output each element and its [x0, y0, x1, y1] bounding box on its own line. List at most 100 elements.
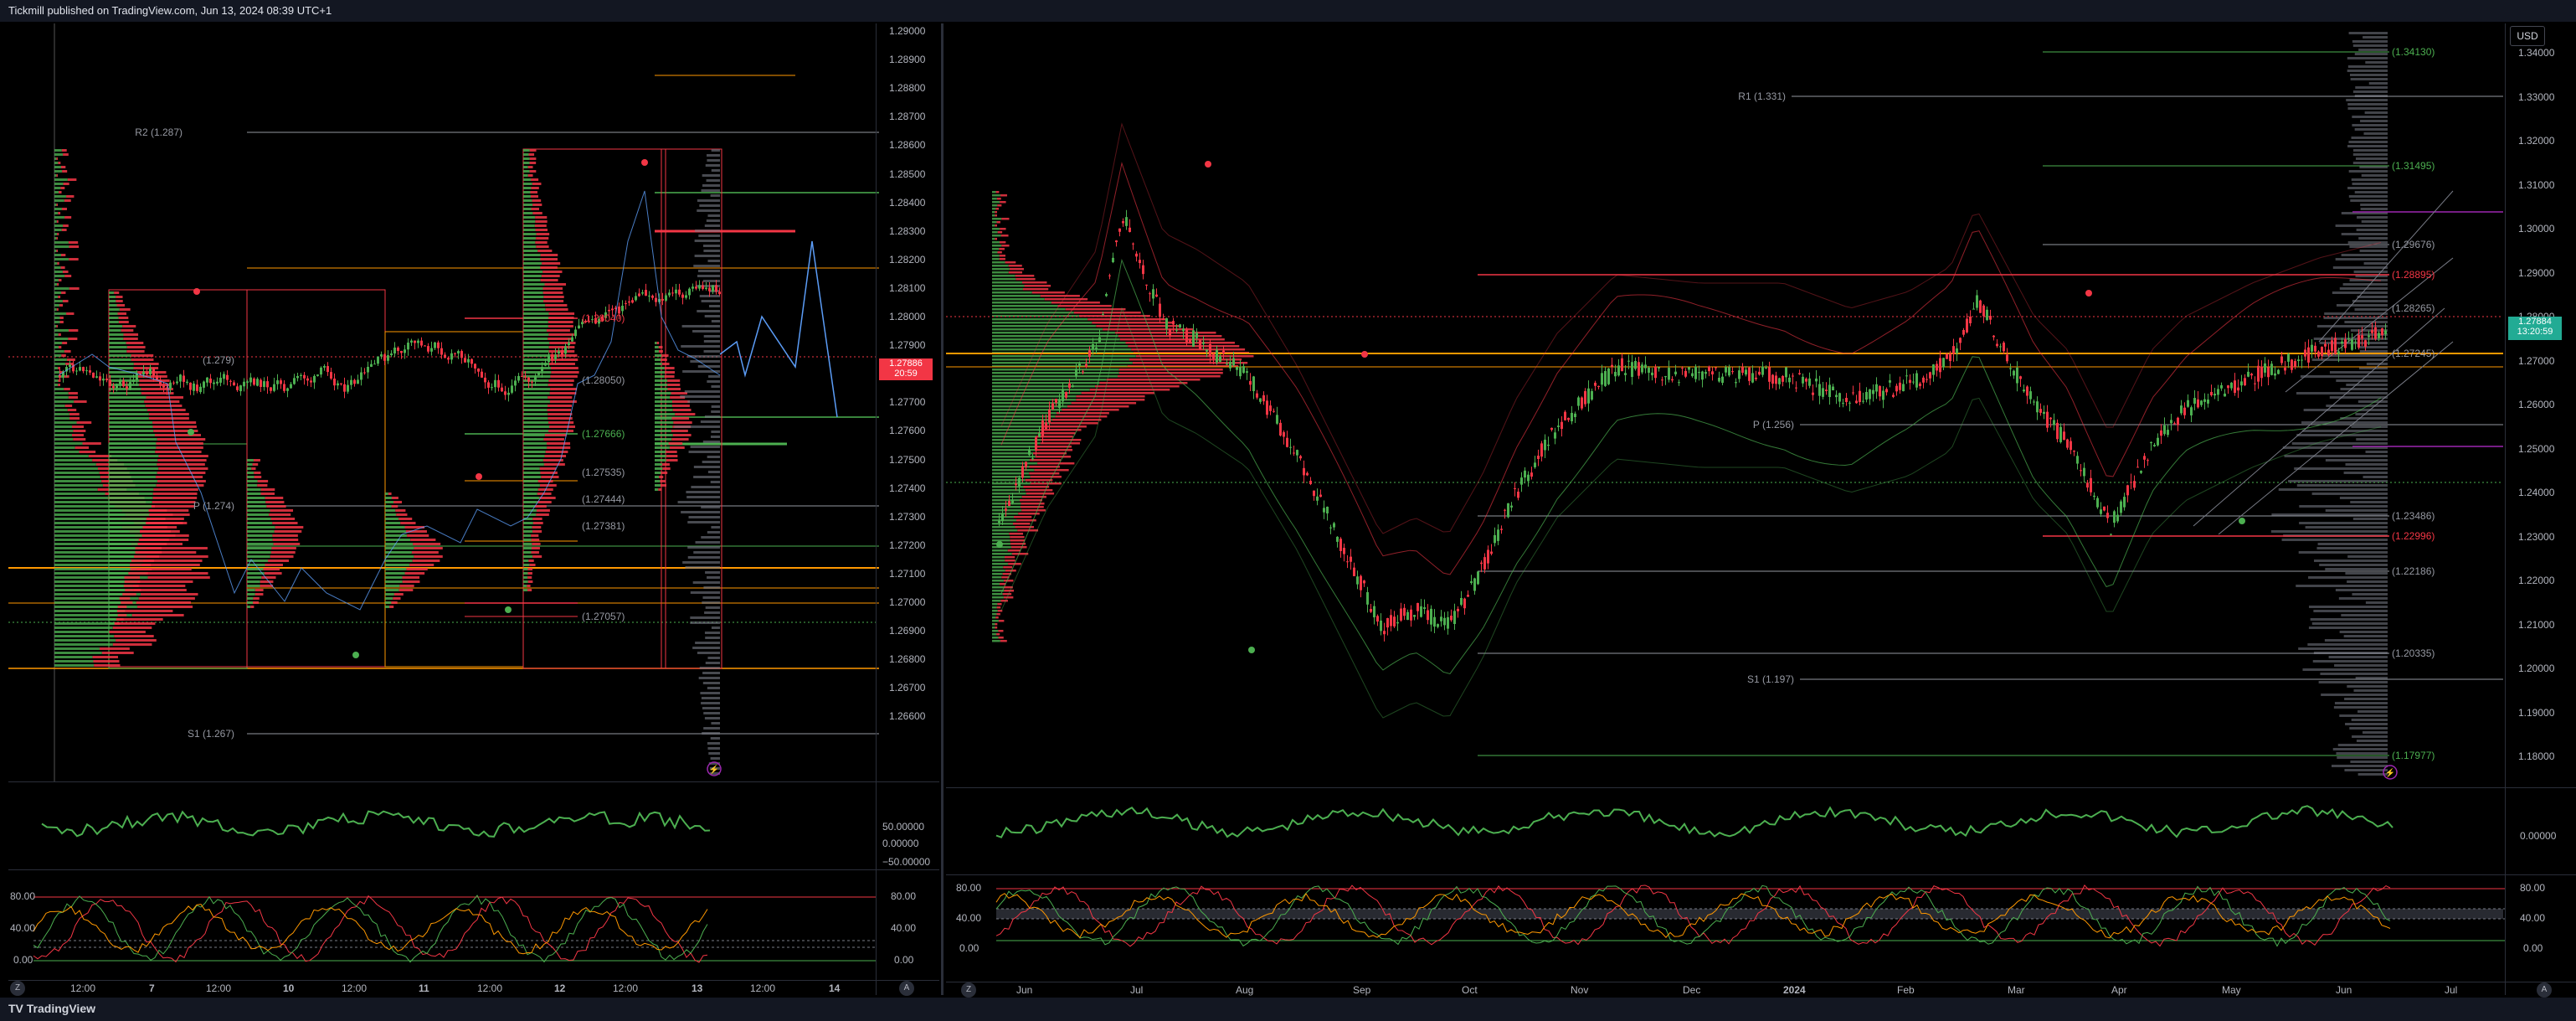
level-label-3: (1.28895): [2392, 269, 2435, 281]
time-tick: 12:00: [206, 982, 232, 994]
level-label-2: (1.27381): [582, 520, 625, 532]
time-tick: Jun: [2336, 984, 2352, 996]
left-osc2-scale-left: 80.00 40.00 0.00: [10, 890, 36, 966]
right-volume-profile-2: [2270, 32, 2388, 776]
price-tick: 1.28700: [889, 111, 926, 123]
pivot-s1-label: S1 (1.267): [188, 728, 234, 740]
right-time-scale[interactable]: Jun Jul Aug Sep Oct Nov Dec 2024 Feb Mar Apr May Jun…: [946, 982, 2505, 998]
time-tick: 12: [554, 982, 566, 994]
price-tick: 1.28600: [889, 139, 926, 152]
right-main-pane[interactable]: R1 (1.331) P (1.256) S1 (1.197) (1.34130…: [946, 23, 2503, 787]
time-tick: 14: [829, 982, 841, 994]
level-label-3: (1.27057): [582, 611, 625, 622]
alert-icon[interactable]: [707, 761, 722, 776]
price-tick: 1.26000: [2518, 399, 2555, 410]
price-tick: 1.28200: [889, 253, 926, 266]
price-tick: 1.29000: [889, 25, 926, 37]
right-osc2-scale-left: 80.00 40.00 0.00: [956, 882, 982, 954]
level-label-6: (1.27535): [582, 467, 625, 478]
osc-tick: 50.00000: [882, 821, 925, 833]
pivot-r2-label: R2 (1.287): [135, 126, 183, 138]
right-oscillator-1[interactable]: [946, 788, 2505, 872]
left-oscillator-2[interactable]: [8, 870, 876, 979]
price-tick: 1.27700: [889, 396, 926, 409]
right-candles: [998, 209, 2387, 642]
right-current-price-tag: 1.27884 13:20:59: [2508, 317, 2562, 340]
price-tick: 1.33000: [2518, 90, 2555, 103]
left-main-pane[interactable]: R2 (1.287) P (1.274) S1 (1.267) (1.279) …: [8, 23, 939, 781]
left-zoom-button[interactable]: Z: [10, 981, 25, 996]
right-zoom-button[interactable]: Z: [961, 982, 976, 998]
pivot-p-label: P (1.256): [1753, 419, 1794, 431]
time-tick: Jul: [1130, 984, 1144, 996]
price-tick: 1.28800: [889, 82, 926, 95]
time-tick: Apr: [2111, 984, 2127, 996]
publisher-title: Tickmill published on TradingView.com, J…: [8, 4, 332, 17]
level-label-4: (1.28265): [2392, 302, 2435, 314]
right-price-scale[interactable]: 1.34000 1.33000 1.32000 1.31000 1.30000 1.290…: [2508, 23, 2575, 787]
left-osc2-scale-right[interactable]: 80.00 40.00 0.00: [891, 890, 917, 966]
level-label-0: (1.34130): [2392, 46, 2435, 58]
left-chart-panel[interactable]: R2 (1.287) P (1.274) S1 (1.267) (1.279) …: [8, 23, 939, 998]
price-tick: 1.22000: [2518, 575, 2555, 586]
time-tick: Sep: [1353, 984, 1371, 996]
time-tick: 12:00: [477, 982, 503, 994]
time-tick: 13: [692, 982, 703, 994]
tv-logo-icon: TV: [8, 1002, 23, 1015]
left-volume-profile: [54, 149, 720, 775]
left-osc1-scale[interactable]: 50.00000 0.00000 −50.00000: [879, 782, 939, 868]
osc-tick: 0.00000: [882, 838, 919, 849]
pivot-r1-label: R1 (1.331): [1738, 90, 1786, 102]
right-osc2-scale-right[interactable]: 80.00 40.00 0.00: [2520, 882, 2546, 954]
price-tick: 1.27300: [889, 510, 926, 523]
price-tick: 1.27600: [889, 425, 926, 437]
time-tick: 2024: [1783, 984, 1806, 996]
level-label-6: (1.23486): [2392, 510, 2435, 522]
level-label-5: (1.27245): [2392, 348, 2435, 359]
right-auto-scale-button[interactable]: A: [2537, 982, 2552, 998]
price-tick: 1.26900: [889, 625, 926, 637]
osc-tick: −50.00000: [882, 856, 931, 868]
price-tick: 1.29000: [2518, 266, 2555, 279]
time-tick: Jun: [1016, 984, 1033, 996]
level-label-7: (1.22996): [2392, 530, 2435, 542]
price-tick: 1.20000: [2518, 663, 2555, 674]
level-label-10: (1.17977): [2392, 750, 2435, 761]
alert-icon[interactable]: [2383, 765, 2398, 780]
price-tick: 1.27200: [889, 539, 926, 551]
price-tick: 1.28500: [889, 168, 926, 180]
time-tick: Nov: [1571, 984, 1589, 996]
price-tick: 1.32000: [2518, 135, 2555, 147]
chart-split-divider[interactable]: [941, 23, 944, 995]
left-oscillator-1[interactable]: [8, 782, 876, 866]
left-price-scale[interactable]: 1.29000 1.28900 1.28800 1.28700 1.28600 1.285…: [879, 23, 939, 781]
left-time-scale[interactable]: 12:00 7 12:00 10 12:00 11 12:00 12 12:00 13 12:00 1…: [8, 981, 876, 998]
time-tick: 12:00: [70, 982, 96, 994]
left-countdown: 20:59: [894, 369, 918, 379]
tradingview-logo[interactable]: TV TradingView: [8, 1002, 95, 1015]
currency-selector[interactable]: USD: [2510, 26, 2545, 46]
time-tick: Feb: [1897, 984, 1915, 996]
time-tick: 10: [283, 982, 295, 994]
time-tick: 12:00: [613, 982, 639, 994]
right-countdown: 13:20:59: [2517, 327, 2553, 337]
time-tick: Aug: [1236, 984, 1254, 996]
time-tick: 12:00: [750, 982, 776, 994]
time-tick: Mar: [2008, 984, 2025, 996]
price-tick: 1.28300: [889, 224, 926, 237]
svg-text:⚡: ⚡: [709, 764, 719, 775]
left-auto-scale-button[interactable]: A: [899, 981, 914, 996]
price-tick: 1.21000: [2518, 618, 2555, 631]
right-chart-panel[interactable]: R1 (1.331) P (1.256) S1 (1.197) (1.34130…: [946, 23, 2576, 998]
right-oscillator-2[interactable]: [946, 875, 2505, 981]
time-tick: Dec: [1683, 984, 1701, 996]
price-tick: 1.24000: [2518, 487, 2555, 498]
price-tick: 1.28400: [889, 196, 926, 209]
right-osc1-scale[interactable]: 0.00000: [2520, 830, 2557, 842]
price-tick: 1.27000: [2518, 354, 2555, 367]
price-tick: 1.27100: [889, 567, 926, 580]
price-tick: 1.18000: [2518, 750, 2555, 762]
price-tick: 1.31000: [2518, 178, 2555, 191]
price-tick: 1.26700: [889, 682, 926, 694]
time-tick: 7: [149, 982, 155, 994]
